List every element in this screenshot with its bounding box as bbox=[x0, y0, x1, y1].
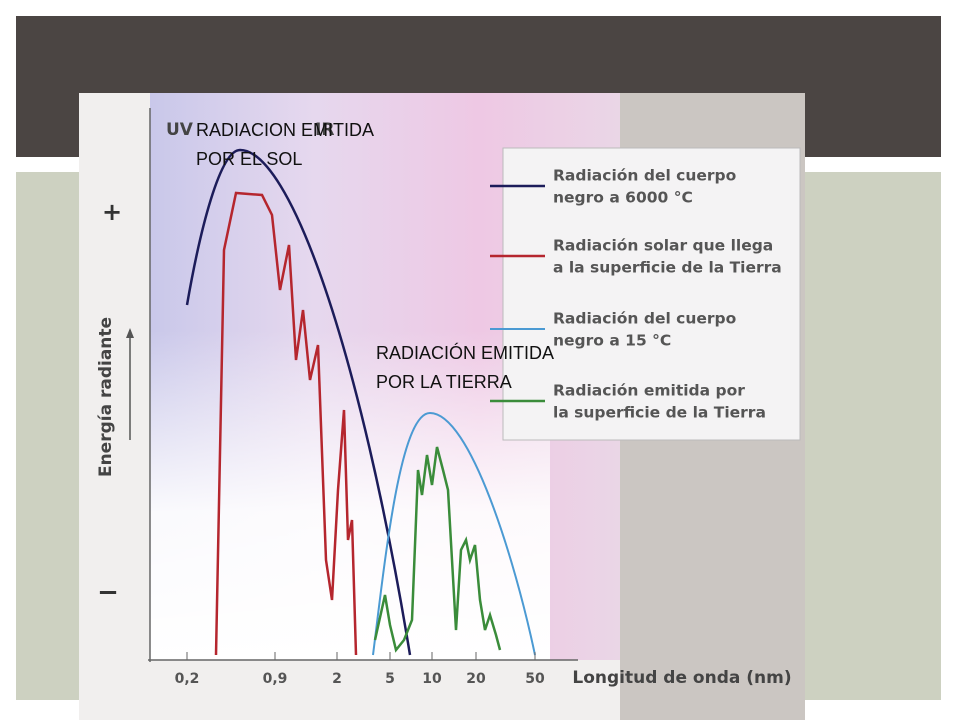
figure: UV IR + − Energía radiante Longitud de o… bbox=[79, 93, 805, 720]
legend-label: a la superficie de la Tierra bbox=[553, 259, 782, 277]
x-tick-label: 0,2 bbox=[175, 671, 200, 687]
x-tick-label: 2 bbox=[332, 671, 342, 687]
legend-label: Radiación del cuerpo bbox=[553, 167, 736, 185]
overlay-label: RADIACION EMITIDA bbox=[196, 120, 374, 140]
y-plus: + bbox=[102, 198, 122, 226]
legend-label: Radiación solar que llega bbox=[553, 237, 773, 255]
legend-label: negro a 15 °C bbox=[553, 332, 671, 350]
band-label: UV bbox=[166, 120, 194, 140]
legend-label: la superficie de la Tierra bbox=[553, 404, 766, 422]
overlay-label: RADIACIÓN EMITIDA bbox=[376, 342, 554, 363]
blackbody-sun-curve bbox=[185, 148, 412, 656]
legend-label: Radiación emitida por bbox=[553, 382, 745, 400]
legend-box bbox=[502, 147, 801, 441]
overlay-label: POR EL SOL bbox=[196, 149, 302, 169]
legend-label: Radiación del cuerpo bbox=[553, 310, 736, 328]
overlay-label: POR LA TIERRA bbox=[376, 372, 512, 392]
y-axis-label: Energía radiante bbox=[96, 317, 116, 477]
y-minus: − bbox=[97, 578, 119, 608]
earth-emission-curve bbox=[373, 446, 502, 653]
blackbody-earth-curve bbox=[372, 411, 536, 656]
y-arrow-head bbox=[126, 328, 134, 338]
legend-label: negro a 6000 °C bbox=[553, 189, 693, 207]
solar-surface-curve bbox=[214, 191, 358, 656]
x-axis-label: Longitud de onda (nm) bbox=[572, 668, 791, 688]
x-tick-label: 50 bbox=[525, 671, 545, 687]
x-tick-label: 20 bbox=[466, 671, 486, 687]
x-tick-label: 0,9 bbox=[263, 671, 288, 687]
x-tick-label: 10 bbox=[422, 671, 442, 687]
x-tick-label: 5 bbox=[385, 671, 395, 687]
band-label: IR bbox=[315, 120, 334, 140]
